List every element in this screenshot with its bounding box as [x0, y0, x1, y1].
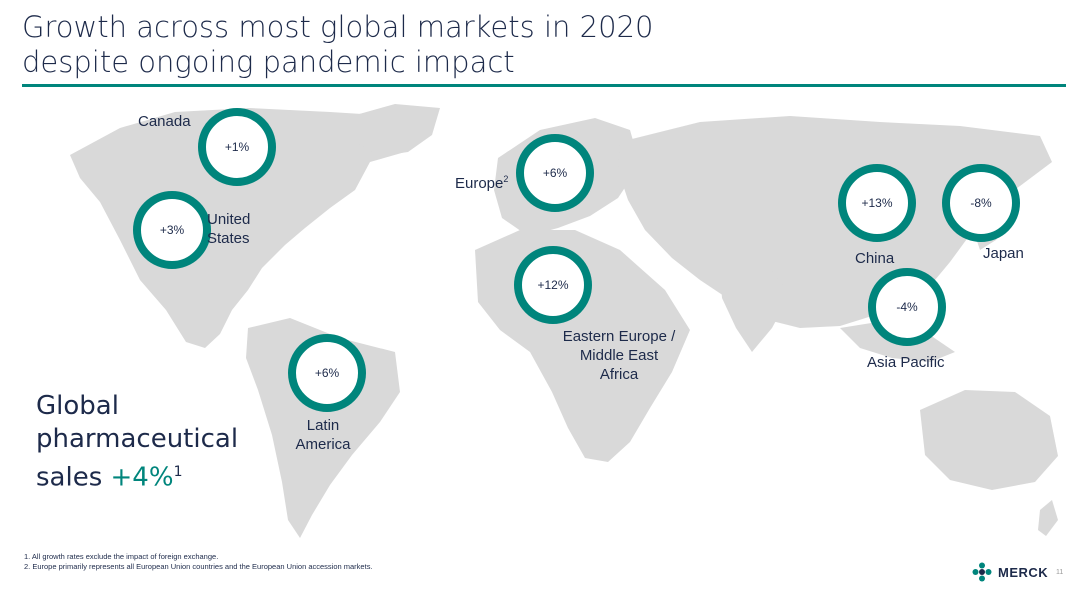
- world-map: [70, 104, 1058, 538]
- global-sales-summary: Global pharmaceutical sales +4%1: [36, 390, 238, 495]
- title-divider: [22, 84, 1066, 87]
- label-japan: Japan: [983, 245, 1024, 262]
- australia-shape: [920, 390, 1058, 490]
- title-line-1: Growth across most global markets in 202…: [22, 10, 654, 44]
- greenland-shape: [345, 104, 440, 156]
- global-footnote-ref: 1: [173, 464, 183, 480]
- growth-bubble-china: +13%: [838, 164, 916, 242]
- growth-bubble-united-states: +3%: [133, 191, 211, 269]
- label-europe: Europe2: [455, 170, 508, 193]
- label-eeme-line-3: Africa: [599, 366, 639, 383]
- growth-bubble-asia-pacific: -4%: [868, 268, 946, 346]
- growth-bubble-europe: +6%: [516, 134, 594, 212]
- label-latin-america: Latin America: [284, 416, 362, 454]
- growth-bubble-latin-america: +6%: [288, 334, 366, 412]
- merck-logo-text: MERCK: [998, 564, 1049, 580]
- global-growth-value: +4%: [110, 462, 174, 493]
- india-shape: [720, 268, 790, 352]
- label-canada: Canada: [138, 113, 191, 130]
- footnote-2: 2. Europe primarily represents all Europ…: [24, 562, 373, 571]
- label-asia-pacific: Asia Pacific: [867, 354, 945, 371]
- page-number: 11: [1056, 569, 1064, 576]
- label-europe-name: Europe: [455, 175, 504, 192]
- label-latin-america-line-1: Latin: [306, 417, 340, 434]
- label-eeme-line-2: Middle East: [579, 347, 659, 364]
- label-united-states-line-1: United: [207, 211, 251, 228]
- north-america-shape: [70, 108, 430, 348]
- footnote-1: 1. All growth rates exclude the impact o…: [24, 552, 219, 561]
- title-line-2: despite ongoing pandemic impact: [22, 45, 515, 79]
- growth-bubble-canada: +1%: [198, 108, 276, 186]
- global-line-3-prefix: sales: [36, 462, 103, 493]
- label-united-states: United States: [207, 210, 250, 248]
- merck-logo-icon: [972, 562, 992, 582]
- merck-logo: MERCK: [972, 562, 1048, 582]
- footnotes: 1. All growth rates exclude the impact o…: [24, 552, 373, 572]
- global-line-3: sales +4%1: [36, 456, 238, 495]
- global-line-2: pharmaceutical: [36, 424, 239, 454]
- new-zealand-shape: [1038, 500, 1058, 536]
- label-china: China: [855, 250, 895, 267]
- label-eastern-europe-middle-east-africa: Eastern Europe / Middle East Africa: [548, 327, 690, 384]
- global-line-1: Global: [36, 391, 119, 421]
- label-united-states-line-2: States: [207, 230, 250, 247]
- growth-bubble-eastern-europe-middle-east-africa: +12%: [514, 246, 592, 324]
- label-eeme-line-1: Eastern Europe /: [562, 328, 676, 345]
- growth-bubble-japan: -8%: [942, 164, 1020, 242]
- page-title: Growth across most global markets in 202…: [22, 10, 653, 80]
- europe-footnote-ref: 2: [503, 174, 509, 184]
- label-latin-america-line-2: America: [295, 436, 351, 453]
